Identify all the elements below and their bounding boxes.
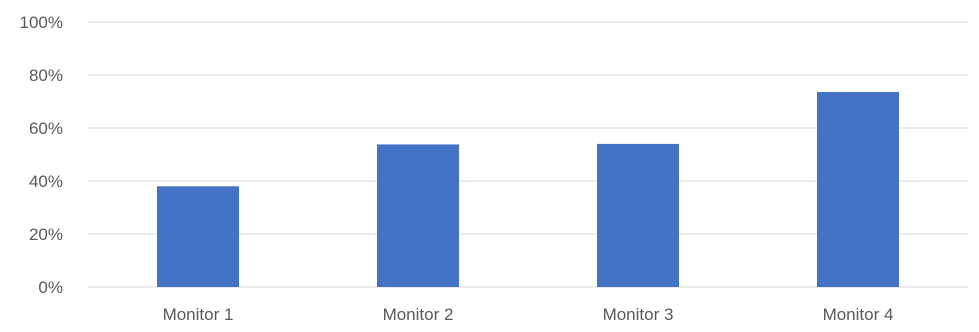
bar-monitor-4 [817,91,899,288]
y-tick-label: 40% [29,172,63,191]
y-tick-label: 0% [38,278,63,297]
y-tick-label: 100% [20,13,63,32]
bar-monitor-2 [377,144,459,287]
bars [157,91,899,288]
bar-monitor-1 [157,186,239,287]
x-tick-label: Monitor 4 [823,305,894,324]
x-tick-label: Monitor 3 [603,305,674,324]
y-tick-label: 20% [29,225,63,244]
y-tick-label: 60% [29,119,63,138]
y-tick-label: 80% [29,66,63,85]
y-axis-tick-labels: 0% 20% 40% 60% 80% 100% [20,13,63,297]
x-tick-label: Monitor 2 [383,305,454,324]
x-tick-label: Monitor 1 [163,305,234,324]
bar-monitor-3 [597,143,679,287]
x-axis-tick-labels: Monitor 1 Monitor 2 Monitor 3 Monitor 4 [163,305,894,324]
